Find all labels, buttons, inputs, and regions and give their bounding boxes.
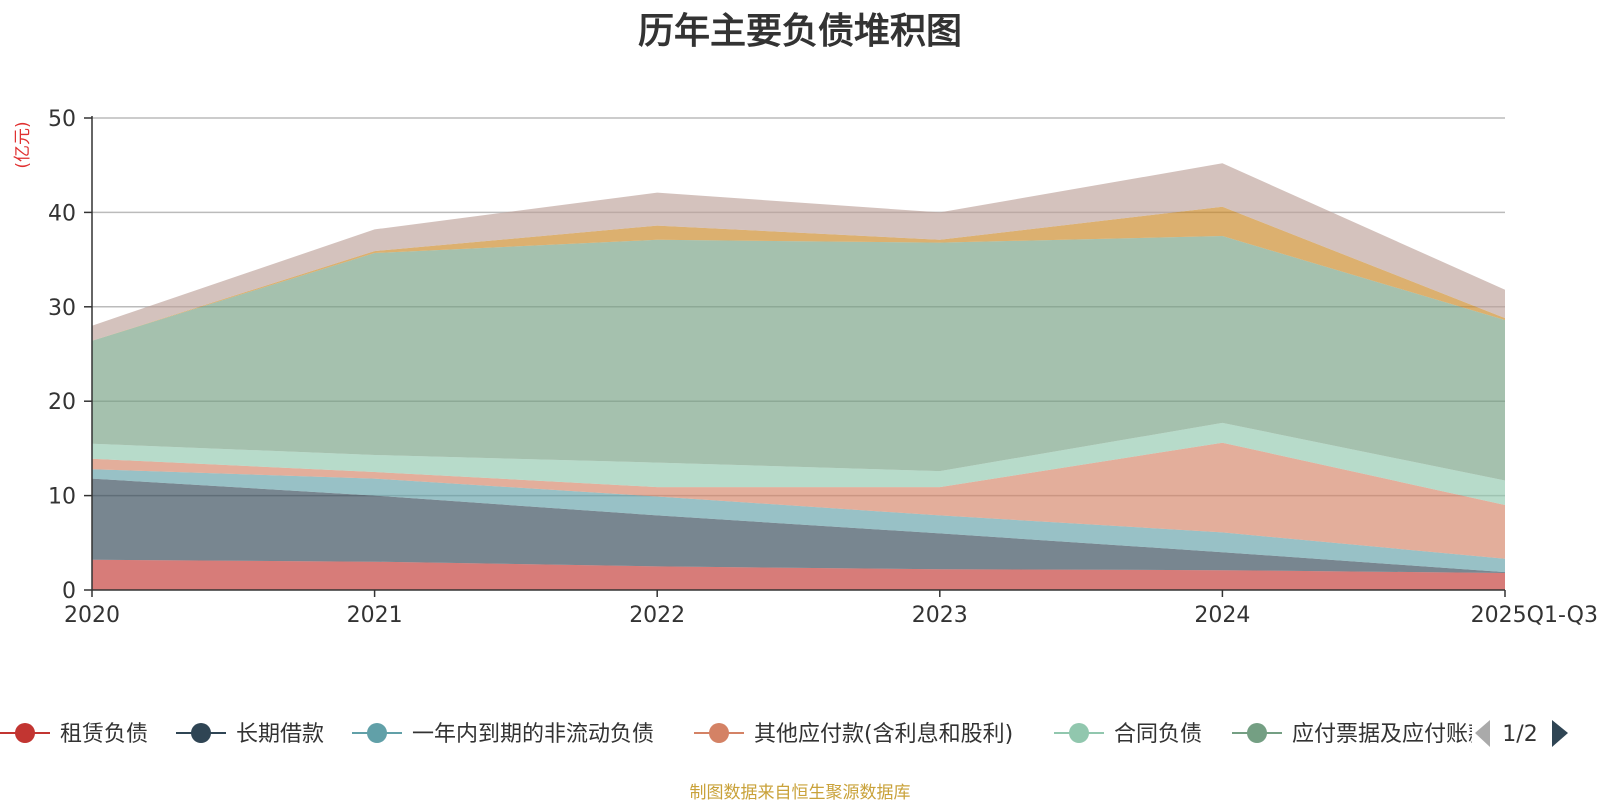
- y-tick-label: 30: [48, 296, 76, 321]
- legend-label: 合同负债: [1114, 722, 1202, 747]
- legend-marker: [1247, 723, 1267, 743]
- pager-prev-icon[interactable]: [1475, 720, 1490, 747]
- legend-item[interactable]: 租赁负债: [0, 722, 148, 747]
- source-note: 制图数据来自恒生聚源数据库: [689, 783, 911, 803]
- x-tick-label: 2023: [912, 603, 968, 628]
- series-area-7[interactable]: [92, 163, 1505, 341]
- series-area-0[interactable]: [92, 559, 1505, 590]
- legend-label: 应付票据及应付账款: [1292, 722, 1490, 747]
- area-layer: [92, 163, 1505, 590]
- legend: 租赁负债 长期借款 一年内到期的非流动负债 其他应付款(含利息和股利) 合同负债 应付票据…: [0, 720, 1568, 747]
- x-tick-label: 2022: [629, 603, 685, 628]
- legend-marker: [1069, 723, 1089, 743]
- pager-page-text: 1/2: [1502, 722, 1537, 747]
- x-tick-label: 2021: [347, 603, 403, 628]
- legend-label: 租赁负债: [60, 722, 148, 747]
- series-area-4[interactable]: [92, 422, 1505, 505]
- legend-item[interactable]: 应付票据及应付账款: [1232, 722, 1490, 747]
- legend-label: 长期借款: [236, 722, 324, 747]
- legend-item[interactable]: 一年内到期的非流动负债: [352, 722, 654, 747]
- pager-next-icon[interactable]: [1552, 720, 1568, 747]
- y-tick-label: 40: [48, 201, 76, 226]
- legend-label: 其他应付款(含利息和股利): [754, 722, 1013, 747]
- y-tick-label: 10: [48, 485, 76, 510]
- legend-marker: [15, 723, 35, 743]
- x-tick-label: 2020: [64, 603, 120, 628]
- legend-marker: [709, 723, 729, 743]
- legend-pager: 1/2: [1475, 720, 1568, 747]
- legend-item[interactable]: 其他应付款(含利息和股利): [694, 722, 1013, 747]
- y-tick-label: 20: [48, 390, 76, 415]
- y-axis-label: (亿元): [13, 121, 33, 168]
- axis-layer: 0 10 20 30 40 50 2020 2021 2022 2023 2024 2025Q1-Q3: [48, 107, 1598, 628]
- chart-title: 历年主要负债堆积图: [637, 11, 962, 52]
- series-area-5[interactable]: [92, 236, 1505, 481]
- series-area-6[interactable]: [92, 206, 1505, 341]
- legend-marker: [191, 723, 211, 743]
- y-tick-label: 50: [48, 107, 76, 132]
- x-tick-label: 2025Q1-Q3: [1471, 603, 1598, 628]
- series-area-3[interactable]: [92, 442, 1505, 559]
- y-tick-label: 0: [62, 579, 76, 604]
- series-area-1[interactable]: [92, 478, 1505, 573]
- x-tick-label: 2024: [1194, 603, 1250, 628]
- legend-marker: [367, 723, 387, 743]
- legend-item[interactable]: 合同负债: [1054, 722, 1202, 747]
- legend-item[interactable]: 长期借款: [176, 722, 324, 747]
- series-area-2[interactable]: [92, 469, 1505, 573]
- legend-label: 一年内到期的非流动负债: [412, 722, 654, 747]
